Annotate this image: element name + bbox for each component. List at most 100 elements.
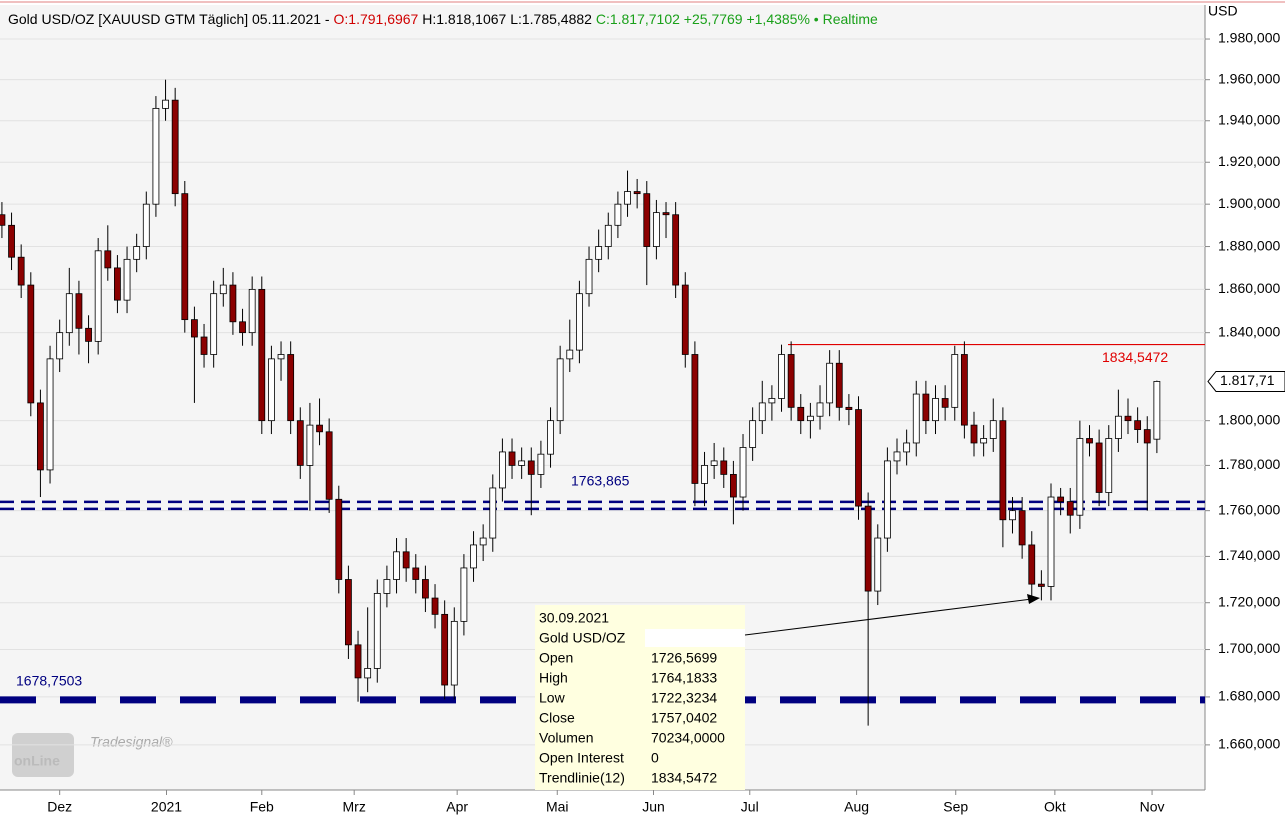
candle-body bbox=[1114, 415, 1122, 439]
candle-body bbox=[1105, 438, 1113, 493]
candle-body bbox=[633, 191, 641, 195]
candle-body bbox=[874, 537, 882, 592]
candle-body bbox=[749, 420, 757, 448]
candle-body bbox=[402, 551, 410, 569]
x-tick-label: Sep bbox=[943, 799, 968, 815]
tooltip-key: Open bbox=[539, 650, 573, 666]
candle-body bbox=[595, 246, 603, 260]
candle-body bbox=[912, 393, 920, 444]
logo-box bbox=[12, 733, 74, 777]
y-tick-label: 1.920,000 bbox=[1218, 153, 1280, 169]
tooltip: 30.09.2021 Gold USD/OZ Open 1726,5699 High 17… bbox=[535, 605, 745, 790]
candle-body bbox=[739, 447, 747, 498]
header-part: Gold USD/OZ [XAUUSD GTM Täglich] 05.11.2… bbox=[8, 11, 334, 27]
candle-body bbox=[65, 293, 73, 334]
y-tick-label: 1.900,000 bbox=[1218, 195, 1280, 211]
candle-body bbox=[123, 258, 131, 301]
x-tick-label: Dez bbox=[47, 799, 72, 815]
y-tick-label: 1.800,000 bbox=[1218, 411, 1280, 427]
candle-body bbox=[0, 214, 6, 226]
candle-body bbox=[219, 284, 227, 295]
tooltip-arrow bbox=[744, 598, 1033, 636]
candle-body bbox=[1076, 438, 1084, 516]
logo-small: Tradesignal® bbox=[90, 734, 173, 750]
candle-body bbox=[835, 362, 843, 408]
candle-body bbox=[1028, 544, 1036, 585]
candle-body bbox=[624, 191, 631, 205]
candle-body bbox=[373, 593, 381, 669]
candle-body bbox=[85, 327, 92, 342]
candle-body bbox=[768, 398, 776, 404]
candle-body bbox=[787, 354, 795, 408]
tooltip-arrow-head bbox=[1027, 594, 1040, 604]
candle-body bbox=[864, 505, 872, 592]
candle-body bbox=[268, 358, 275, 422]
x-tick-label: Mai bbox=[546, 799, 569, 815]
candle-body bbox=[114, 267, 121, 301]
candle-body bbox=[200, 336, 208, 355]
candle-body bbox=[460, 567, 468, 622]
candle-body bbox=[75, 293, 83, 329]
tooltip-value: 0 bbox=[651, 750, 659, 766]
candle-body bbox=[1153, 381, 1161, 440]
candle-body bbox=[960, 354, 968, 426]
candle-body bbox=[527, 460, 535, 475]
tooltip-value: 1834,5472 bbox=[651, 770, 717, 786]
candle-body bbox=[489, 487, 497, 539]
candle-body bbox=[652, 212, 660, 247]
candle-body bbox=[364, 668, 372, 679]
y-tick-label: 1.940,000 bbox=[1218, 111, 1280, 127]
header-part: O:1.791,6967 bbox=[334, 11, 419, 27]
x-tick-label: Okt bbox=[1044, 799, 1066, 815]
candle-body bbox=[27, 284, 35, 404]
candle-body bbox=[210, 293, 218, 355]
candle-body bbox=[701, 465, 708, 484]
candle-body bbox=[883, 460, 891, 539]
x-tick-label: Nov bbox=[1140, 799, 1165, 815]
tooltip-key: Close bbox=[539, 710, 575, 726]
candle-body bbox=[1066, 501, 1074, 516]
candle-body bbox=[142, 203, 150, 247]
candle-body bbox=[662, 212, 670, 216]
tooltip-value: 1764,1833 bbox=[651, 670, 717, 686]
candle-body bbox=[758, 402, 766, 422]
candle-body bbox=[8, 224, 15, 258]
candle-body bbox=[1095, 442, 1103, 493]
y-tick-label: 1.780,000 bbox=[1218, 456, 1280, 472]
candle-body bbox=[806, 415, 814, 422]
y-tick-label: 1.960,000 bbox=[1218, 70, 1280, 86]
candle-body bbox=[354, 644, 362, 679]
candle-body bbox=[499, 451, 506, 489]
candle-body bbox=[537, 453, 545, 475]
candle-body bbox=[431, 597, 439, 615]
header: Gold USD/OZ [XAUUSD GTM Täglich] 05.11.2… bbox=[8, 11, 878, 27]
tooltip-key: Open Interest bbox=[539, 750, 624, 766]
candle-body bbox=[989, 420, 997, 439]
candle-body bbox=[1134, 420, 1142, 430]
candle-body bbox=[932, 398, 939, 422]
candle-body bbox=[393, 551, 400, 580]
candle-body bbox=[1143, 429, 1151, 444]
tooltip-key: Trendlinie(12) bbox=[539, 770, 625, 786]
candle-body bbox=[287, 354, 295, 422]
y-tick-label: 1.700,000 bbox=[1218, 640, 1280, 656]
header-part: H:1.818,1067 L:1.785,4882 bbox=[418, 11, 595, 27]
y-tick-label: 1.760,000 bbox=[1218, 501, 1280, 517]
candle-body bbox=[893, 451, 901, 462]
candle-body bbox=[710, 460, 718, 466]
candle-body bbox=[816, 402, 824, 417]
candle-body bbox=[229, 284, 237, 323]
header-part: C:1.817,7102 +25,7769 +1,4385% bbox=[596, 11, 810, 27]
logo-big: onLine bbox=[14, 753, 60, 769]
tooltip-value: 1726,5699 bbox=[651, 650, 717, 666]
candle-body bbox=[277, 354, 285, 360]
candle-body bbox=[383, 579, 391, 594]
candle-body bbox=[1018, 510, 1026, 546]
candle-body bbox=[855, 409, 862, 507]
candle-body bbox=[643, 193, 651, 247]
candle-body bbox=[94, 250, 102, 342]
candle-body bbox=[980, 438, 988, 444]
y-tick-label: 1.880,000 bbox=[1218, 237, 1280, 253]
candle-body bbox=[941, 398, 949, 408]
x-tick-label: 2021 bbox=[151, 799, 182, 815]
